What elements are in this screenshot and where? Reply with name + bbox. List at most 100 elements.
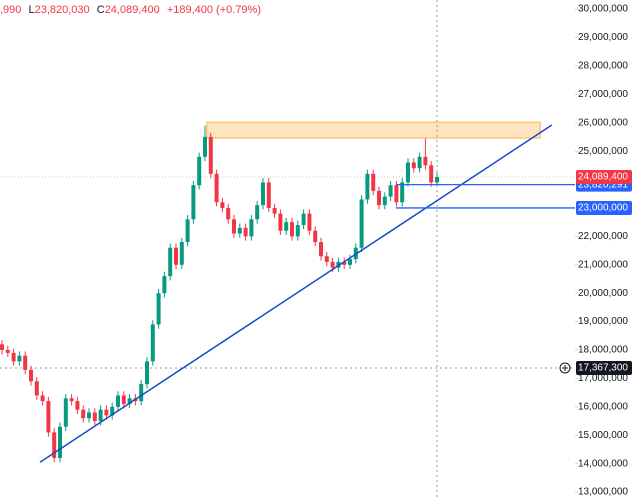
candle-body xyxy=(110,406,115,416)
legend: ,990 L23,820,030 C24,089,400 +189,400 (+… xyxy=(0,4,261,16)
candle-body xyxy=(168,247,173,277)
candle-body xyxy=(220,202,225,208)
y-tick-label: 29,000,000 xyxy=(578,32,628,43)
candle-body xyxy=(324,256,329,262)
candle-body xyxy=(150,324,155,362)
candle-body xyxy=(104,409,109,416)
candle-body xyxy=(46,401,51,433)
plus-icon xyxy=(562,364,568,371)
candle-body xyxy=(249,219,254,237)
candle-body xyxy=(307,213,312,231)
candle-body xyxy=(34,381,39,396)
candle-body xyxy=(145,361,149,385)
candle-body xyxy=(179,242,184,265)
y-tick-label: 26,000,000 xyxy=(578,117,628,128)
candle-body xyxy=(92,412,97,422)
candle-body xyxy=(63,398,68,427)
candle-body xyxy=(98,409,103,422)
candle-body xyxy=(17,355,22,362)
candle-body xyxy=(156,293,161,325)
price-label: 24,089,400 xyxy=(578,172,628,183)
candle-body xyxy=(0,344,4,350)
candle-body xyxy=(435,177,439,183)
trendline xyxy=(39,124,553,463)
price-label: 23,820,291 xyxy=(578,179,628,190)
candle-body xyxy=(365,173,370,200)
candle-body xyxy=(284,222,289,231)
candle-body xyxy=(371,173,376,191)
y-tick-label: 16,000,000 xyxy=(578,401,628,412)
rectangle-drawing xyxy=(206,121,541,139)
candle-body xyxy=(382,196,387,206)
legend-low: 23,820,030 xyxy=(35,4,90,16)
crosshair-label: 17,367,300 xyxy=(578,363,628,374)
y-tick-label: 28,000,000 xyxy=(578,61,628,72)
candle-body xyxy=(208,136,213,174)
y-tick-label: 27,000,000 xyxy=(578,89,628,100)
candle-body xyxy=(342,261,347,265)
candle-body xyxy=(5,350,10,353)
candle-body xyxy=(272,207,277,214)
candle-body xyxy=(197,156,202,186)
y-tick-label: 13,000,000 xyxy=(578,487,628,498)
candle-body xyxy=(191,185,196,220)
candle-body xyxy=(81,409,86,419)
candle-body xyxy=(330,261,335,268)
candle-body xyxy=(423,156,428,166)
candle-body xyxy=(348,259,352,265)
plot-area xyxy=(0,0,575,500)
y-tick-label: 20,000,000 xyxy=(578,288,628,299)
candle-body xyxy=(87,412,91,419)
candle-body xyxy=(278,213,283,231)
candle-body xyxy=(377,190,381,206)
candle-body xyxy=(406,162,410,183)
candle-body xyxy=(40,395,45,402)
candle-body xyxy=(214,173,219,203)
price-label-bg xyxy=(576,200,632,215)
candle-body xyxy=(232,219,236,234)
y-tick-label: 19,000,000 xyxy=(578,316,628,327)
y-tick-label: 14,000,000 xyxy=(578,458,628,469)
candle-body xyxy=(411,162,416,169)
candle-body xyxy=(417,156,422,169)
y-tick-label: 21,000,000 xyxy=(578,259,628,270)
candle-body xyxy=(58,426,62,458)
y-tick-label: 22,000,000 xyxy=(578,231,628,242)
legend-change: +189,400 (+0.79%) xyxy=(167,4,261,16)
candle-body xyxy=(394,185,399,203)
candle-body xyxy=(290,222,294,237)
legend-open: ,990 xyxy=(0,4,21,16)
candle-body xyxy=(255,205,260,220)
candle-body xyxy=(301,213,306,225)
candle-body xyxy=(29,369,33,382)
crosshair-label-bg xyxy=(576,360,632,375)
candle-body xyxy=(237,227,242,234)
candle-body xyxy=(429,165,434,183)
candle-body xyxy=(226,207,231,220)
candle-body xyxy=(203,136,207,157)
candle-body xyxy=(266,182,271,208)
candle-body xyxy=(23,355,28,370)
candle-body xyxy=(162,276,167,294)
candle-body xyxy=(319,242,323,257)
y-tick-label: 17,000,000 xyxy=(578,373,628,384)
candle-body xyxy=(116,395,120,407)
y-tick-label: 25,000,000 xyxy=(578,146,628,157)
legend-close: 24,089,400 xyxy=(105,4,160,16)
candle-body xyxy=(174,247,178,265)
candle-body xyxy=(121,395,126,404)
legend-key: C xyxy=(97,4,105,16)
candle-body xyxy=(139,384,144,402)
candle-body xyxy=(261,182,265,206)
candle-body xyxy=(69,398,74,402)
candle-body xyxy=(127,398,132,404)
candle-body xyxy=(52,432,57,458)
price-label-bg xyxy=(576,170,632,185)
candle-body xyxy=(313,230,318,243)
candle-body xyxy=(11,352,16,362)
legend-key: L xyxy=(28,4,34,16)
candle-body xyxy=(243,227,248,237)
candle-body xyxy=(359,199,364,248)
candle-body xyxy=(185,219,190,243)
